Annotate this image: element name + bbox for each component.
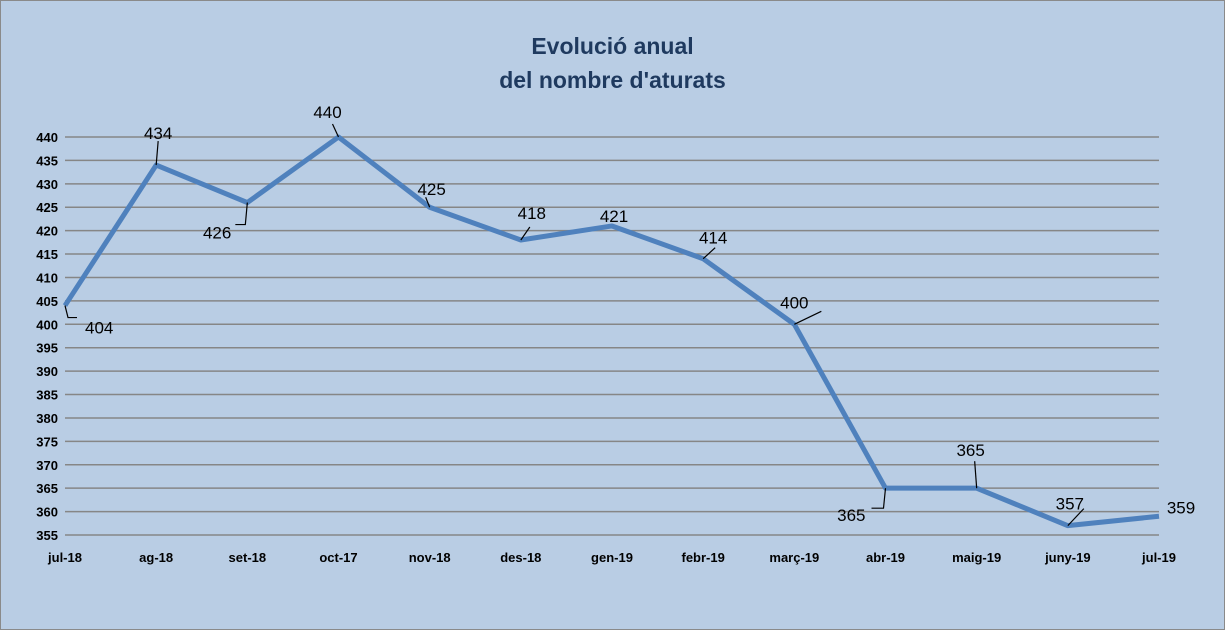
y-tick-label: 410: [36, 270, 58, 285]
y-tick-label: 405: [36, 294, 58, 309]
data-label: 425: [417, 180, 445, 199]
y-tick-label: 440: [36, 130, 58, 145]
data-label-leader: [425, 197, 431, 208]
x-tick-label: gen-19: [591, 550, 633, 565]
chart-title-line2: del nombre d'aturats: [499, 67, 726, 93]
data-label: 359: [1167, 498, 1195, 517]
chart-title-line1: Evolució anual: [531, 33, 694, 59]
x-tick-label: maig-19: [952, 550, 1001, 565]
y-tick-label: 415: [36, 247, 58, 262]
data-label: 365: [837, 506, 865, 525]
data-label-leader: [794, 310, 822, 325]
x-tick-label: abr-19: [866, 550, 905, 565]
data-label: 418: [518, 204, 546, 223]
x-tick-label: nov-18: [409, 550, 451, 565]
data-label: 400: [780, 293, 808, 312]
data-label-leader: [235, 202, 248, 226]
y-tick-label: 435: [36, 153, 58, 168]
y-tick-label: 420: [36, 224, 58, 239]
x-tick-label: set-18: [229, 550, 267, 565]
y-tick-label: 360: [36, 505, 58, 520]
data-label: 421: [600, 207, 628, 226]
y-tick-label: 390: [36, 364, 58, 379]
y-tick-label: 375: [36, 434, 58, 449]
x-tick-label: oct-17: [319, 550, 357, 565]
data-label-leader: [871, 488, 887, 509]
y-tick-label: 400: [36, 317, 58, 332]
y-tick-label: 385: [36, 388, 58, 403]
y-tick-label: 380: [36, 411, 58, 426]
y-tick-label: 370: [36, 458, 58, 473]
y-tick-label: 355: [36, 528, 58, 543]
data-label: 440: [313, 103, 341, 122]
data-label-leader: [520, 226, 531, 241]
data-label-leader: [1067, 508, 1085, 527]
data-label-leader: [702, 247, 716, 260]
data-label-leader: [155, 141, 159, 166]
data-label: 365: [956, 441, 984, 460]
data-label: 357: [1056, 495, 1084, 514]
data-label-leader: [331, 123, 340, 138]
x-tick-label: jul-18: [47, 550, 82, 565]
series-line-group: [62, 134, 1160, 529]
data-label: 426: [203, 224, 231, 243]
data-label-leader: [64, 305, 77, 319]
y-tick-label: 365: [36, 481, 58, 496]
x-axis-ticks: jul-18 ag-18 set-18 oct-17 nov-18 des-18 gen-1…: [47, 550, 1176, 565]
data-label-leader: [974, 461, 978, 489]
series-line: [62, 134, 1160, 529]
x-tick-label: febr-19: [681, 550, 724, 565]
y-tick-label: 430: [36, 177, 58, 192]
x-tick-label: des-18: [500, 550, 541, 565]
data-label: 404: [85, 319, 113, 338]
y-tick-label: 395: [36, 341, 58, 356]
x-tick-label: ag-18: [139, 550, 173, 565]
y-tick-label: 425: [36, 200, 58, 215]
data-label: 414: [699, 229, 727, 248]
x-tick-label: jul-19: [1141, 550, 1176, 565]
data-labels: 404 434 426 440 425 418 421 414 400 365 365 357 359: [64, 103, 1195, 527]
x-tick-label: març-19: [769, 550, 819, 565]
y-axis-ticks: 355 360 365 370 375 380 385 390 395 400 405 410 415 4…: [36, 130, 58, 543]
data-label: 434: [144, 124, 172, 143]
x-tick-label: juny-19: [1044, 550, 1091, 565]
